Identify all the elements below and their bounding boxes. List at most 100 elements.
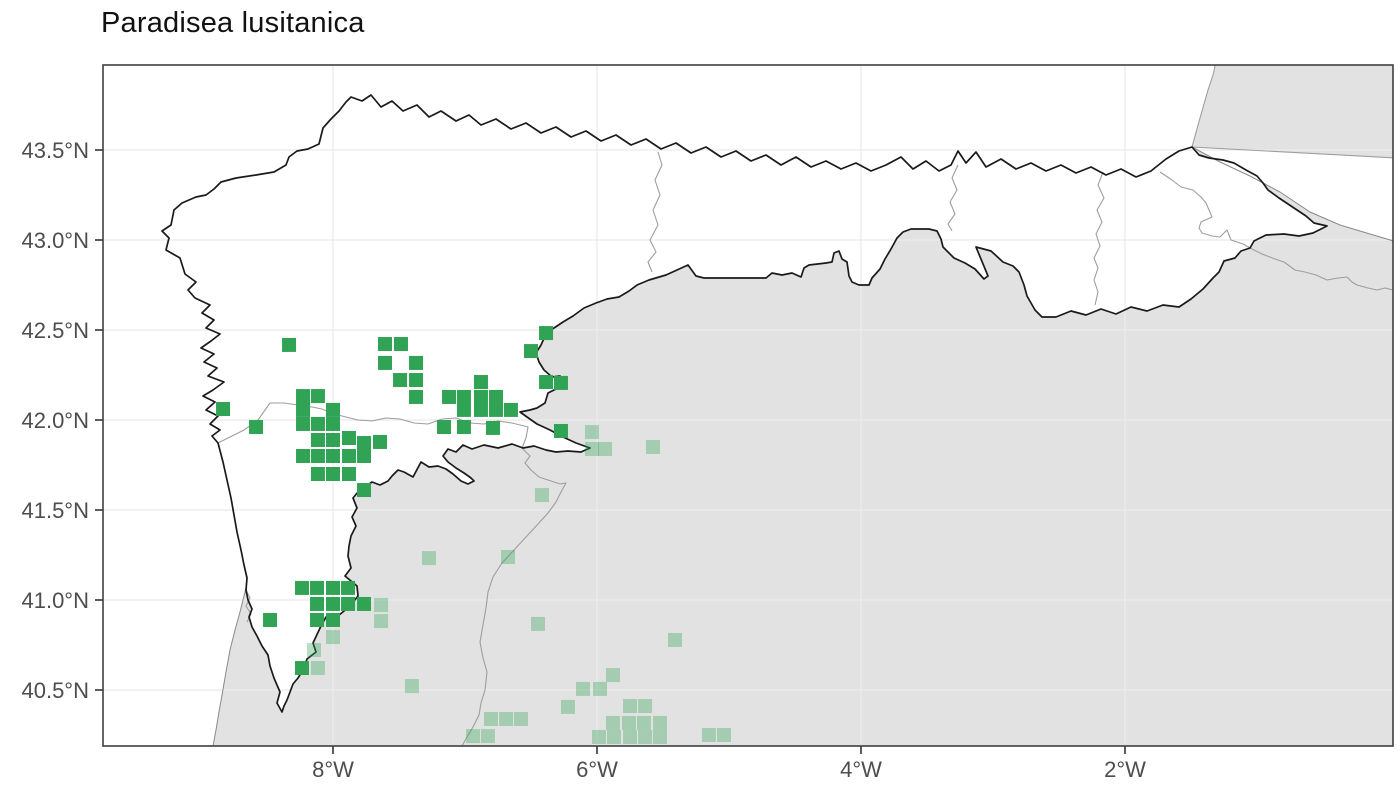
occurrence-square-faded	[607, 729, 622, 744]
occurrence-square-faded	[530, 616, 545, 631]
france-landmass	[1192, 65, 1393, 158]
occurrence-square	[553, 423, 568, 438]
x-axis-tick-label: 6°W	[576, 757, 618, 782]
occurrence-square	[489, 402, 504, 417]
occurrence-square	[473, 402, 488, 417]
occurrence-square	[393, 337, 408, 352]
occurrence-square-faded	[668, 632, 683, 647]
occurrence-square-faded	[636, 715, 651, 730]
occurrence-square	[282, 337, 297, 352]
occurrence-square-faded	[638, 699, 653, 714]
occurrence-square	[326, 612, 340, 627]
occurrence-square-faded	[598, 441, 613, 456]
occurrence-square	[341, 580, 356, 595]
occurrence-square-faded	[584, 441, 599, 456]
occurrence-square-faded	[701, 728, 716, 742]
occurrence-square	[296, 416, 311, 431]
occurrence-square-faded	[645, 440, 660, 454]
occurrence-square-faded	[374, 598, 389, 613]
occurrence-square	[326, 432, 340, 447]
occurrence-square	[524, 344, 538, 359]
x-axis-labels: 8°W 6°W 4°W 2°W	[312, 757, 1146, 782]
occurrence-square	[310, 596, 325, 611]
y-axis-labels: 43.5°N 43.0°N 42.5°N 42.0°N 41.5°N 41.0°N 40.5…	[21, 138, 89, 703]
occurrence-square	[485, 420, 500, 435]
occurrence-square-faded	[326, 630, 340, 645]
occurrence-square	[326, 580, 340, 595]
occurrence-square	[437, 420, 452, 435]
occurrence-square	[341, 596, 356, 611]
occurrence-square-faded	[623, 699, 637, 714]
occurrence-square	[442, 389, 457, 404]
occurrence-square	[456, 420, 471, 435]
occurrence-square	[357, 436, 372, 451]
occurrence-square-faded	[466, 729, 481, 744]
occurrence-square-faded	[480, 729, 495, 744]
occurrence-square	[456, 402, 471, 417]
occurrence-square-faded	[499, 711, 514, 726]
occurrence-square-faded	[593, 681, 608, 696]
occurrence-square	[294, 580, 309, 595]
occurrence-square-faded	[623, 729, 637, 744]
occurrence-square-faded	[638, 729, 653, 744]
x-axis-tick-label: 4°W	[840, 757, 882, 782]
occurrence-square	[372, 434, 387, 449]
land-outlines	[161, 65, 1393, 746]
occurrence-square	[456, 389, 471, 404]
occurrence-square	[310, 580, 325, 595]
occurrence-square	[294, 661, 309, 676]
occurrence-square-faded	[484, 711, 499, 726]
occurrence-square	[341, 467, 356, 481]
occurrence-square-faded	[404, 679, 419, 694]
occurrence-square	[357, 483, 372, 498]
admin-border-line	[1159, 171, 1251, 249]
occurrence-squares-faded	[306, 425, 731, 744]
admin-border-line	[947, 164, 959, 232]
land-fills	[162, 65, 1393, 746]
x-axis-tick-label: 2°W	[1104, 757, 1146, 782]
admin-border-line	[647, 151, 663, 273]
y-axis-tick-label: 40.5°N	[21, 678, 89, 703]
occurrence-square-faded	[716, 728, 731, 742]
occurrence-square	[263, 612, 278, 627]
y-axis-tick-label: 41.5°N	[21, 498, 89, 523]
occurrence-square	[378, 337, 393, 352]
occurrence-square	[357, 449, 372, 463]
focal-region-boundary	[161, 94, 1328, 713]
y-axis-tick-label: 43.5°N	[21, 138, 89, 163]
panel-border	[102, 64, 1394, 747]
occurrence-square	[473, 375, 488, 390]
occurrence-square	[489, 389, 504, 404]
occurrence-square-faded	[310, 661, 325, 676]
x-axis-tick-label: 8°W	[312, 757, 354, 782]
admin-border-line	[1093, 171, 1105, 306]
occurrence-square-faded	[591, 729, 606, 744]
occurrence-square	[378, 355, 393, 370]
occurrence-square	[326, 467, 340, 481]
occurrence-square-faded	[576, 681, 591, 696]
occurrence-square	[310, 432, 325, 447]
admin-border-line	[1249, 247, 1393, 291]
occurrence-square	[216, 402, 231, 417]
occurrence-square-faded	[652, 729, 667, 744]
occurrence-square-faded	[374, 614, 389, 629]
occurrence-square	[409, 355, 424, 370]
occurrence-square-faded	[605, 715, 620, 730]
occurrence-square-faded	[621, 715, 636, 730]
occurrence-square	[249, 420, 264, 435]
occurrence-square	[539, 326, 554, 341]
occurrence-square	[326, 402, 340, 417]
occurrence-square-faded	[560, 699, 575, 714]
occurrence-square	[296, 389, 311, 404]
occurrence-square-faded	[534, 488, 549, 503]
occurrence-square-faded	[513, 711, 528, 726]
occurrence-square	[326, 596, 340, 611]
occurrence-square	[326, 449, 340, 463]
occurrence-square	[409, 389, 424, 404]
occurrence-square	[393, 373, 408, 388]
y-axis-tick-label: 43.0°N	[21, 228, 89, 253]
occurrence-square	[341, 449, 356, 463]
occurrence-square-faded	[421, 551, 436, 566]
